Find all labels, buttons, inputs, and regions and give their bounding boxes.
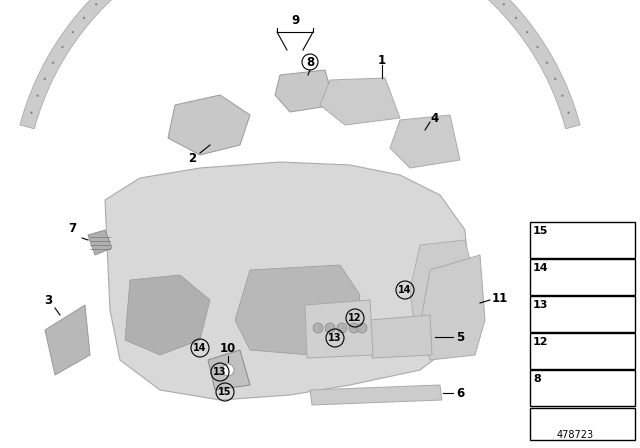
Text: 13: 13 <box>533 300 548 310</box>
Circle shape <box>546 61 548 64</box>
Text: 15: 15 <box>533 226 548 236</box>
Polygon shape <box>370 315 432 358</box>
Polygon shape <box>20 0 580 129</box>
Text: 478723: 478723 <box>556 430 593 440</box>
Text: 11: 11 <box>492 292 508 305</box>
Polygon shape <box>390 115 460 168</box>
Text: 8: 8 <box>533 374 541 384</box>
Text: 15: 15 <box>218 387 232 397</box>
Text: 1: 1 <box>378 53 386 66</box>
Text: 9: 9 <box>291 13 299 26</box>
Polygon shape <box>88 230 112 255</box>
Circle shape <box>337 323 347 333</box>
Polygon shape <box>320 78 400 125</box>
Polygon shape <box>208 350 250 390</box>
Polygon shape <box>125 275 210 355</box>
Bar <box>530 333 635 369</box>
Circle shape <box>313 323 323 333</box>
Text: 3: 3 <box>44 293 52 306</box>
Text: 14: 14 <box>533 263 548 273</box>
Circle shape <box>349 323 359 333</box>
Bar <box>530 370 635 406</box>
Polygon shape <box>310 385 442 405</box>
Bar <box>530 408 635 440</box>
Text: 7: 7 <box>68 221 76 234</box>
Bar <box>530 259 635 295</box>
Circle shape <box>83 17 85 19</box>
Text: 14: 14 <box>398 285 412 295</box>
Circle shape <box>61 46 63 48</box>
Circle shape <box>561 95 564 97</box>
Circle shape <box>44 78 46 80</box>
Polygon shape <box>45 305 90 375</box>
Circle shape <box>72 31 74 33</box>
Circle shape <box>526 31 529 33</box>
Text: 6: 6 <box>456 387 464 400</box>
Circle shape <box>515 17 517 19</box>
Bar <box>530 296 635 332</box>
Polygon shape <box>275 70 335 112</box>
Text: 13: 13 <box>213 367 227 377</box>
Text: 5: 5 <box>456 331 464 344</box>
Bar <box>530 222 635 258</box>
Circle shape <box>502 3 505 5</box>
Text: 10: 10 <box>220 341 236 354</box>
Circle shape <box>36 95 38 97</box>
Polygon shape <box>105 162 470 400</box>
Text: 4: 4 <box>431 112 439 125</box>
Circle shape <box>52 61 54 64</box>
Polygon shape <box>305 300 373 358</box>
Text: 8: 8 <box>306 56 314 69</box>
Circle shape <box>30 112 33 114</box>
Text: 12: 12 <box>533 337 548 347</box>
Polygon shape <box>168 95 250 155</box>
Circle shape <box>357 323 367 333</box>
Circle shape <box>95 3 97 5</box>
Polygon shape <box>410 240 475 340</box>
Polygon shape <box>235 265 360 355</box>
Circle shape <box>554 78 556 80</box>
Text: 14: 14 <box>193 343 207 353</box>
Circle shape <box>222 364 234 376</box>
Polygon shape <box>420 255 485 360</box>
Text: 2: 2 <box>188 151 196 164</box>
Circle shape <box>536 46 539 48</box>
Circle shape <box>568 112 570 114</box>
Text: 12: 12 <box>348 313 362 323</box>
Text: 13: 13 <box>328 333 342 343</box>
Circle shape <box>325 323 335 333</box>
